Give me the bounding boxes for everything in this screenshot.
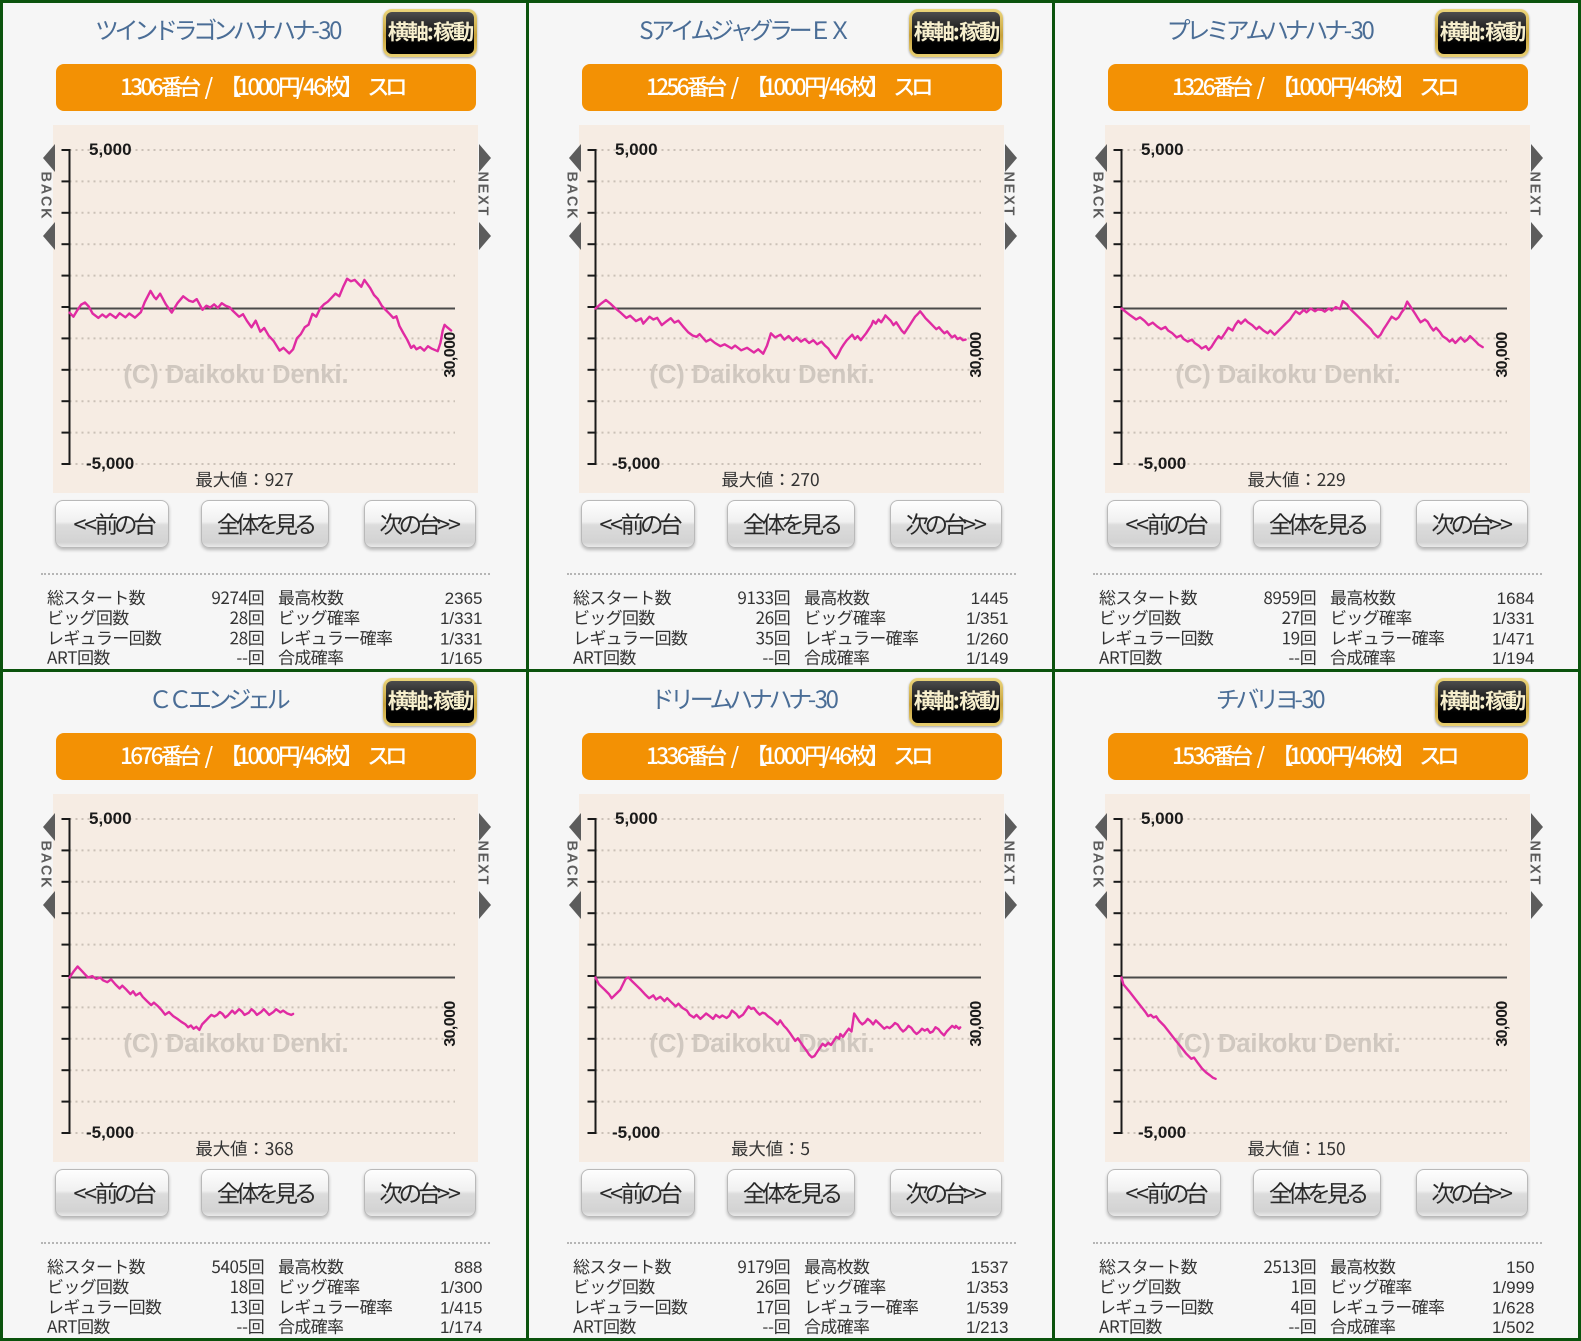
svg-text:5,000: 5,000 (89, 809, 132, 828)
svg-text:1/999: 1/999 (1492, 1278, 1535, 1297)
svg-text:(C) Daikoku Denki.: (C) Daikoku Denki. (649, 361, 874, 389)
svg-text:5,000: 5,000 (1141, 809, 1184, 828)
svg-text:30,000: 30,000 (442, 1001, 459, 1047)
svg-text:888: 888 (454, 1258, 482, 1277)
svg-text:1/194: 1/194 (1492, 649, 1535, 668)
svg-text:(C) Daikoku Denki.: (C) Daikoku Denki. (123, 1030, 348, 1058)
svg-text:1/471: 1/471 (1492, 629, 1535, 648)
svg-text:1/300: 1/300 (440, 1278, 483, 1297)
svg-text:30,000: 30,000 (1494, 1001, 1511, 1047)
svg-text:1/165: 1/165 (440, 649, 483, 668)
svg-text:1/331: 1/331 (440, 609, 483, 628)
svg-text:(C) Daikoku Denki.: (C) Daikoku Denki. (1175, 1030, 1400, 1058)
svg-text:30,000: 30,000 (968, 332, 985, 378)
svg-text:(C) Daikoku Denki.: (C) Daikoku Denki. (649, 1030, 874, 1058)
svg-text:1/351: 1/351 (966, 609, 1009, 628)
svg-text:1445: 1445 (971, 589, 1009, 608)
svg-text:1/213: 1/213 (966, 1318, 1009, 1337)
svg-text:1684: 1684 (1497, 589, 1535, 608)
svg-text:-5,000: -5,000 (1138, 1123, 1186, 1142)
svg-text:1/174: 1/174 (440, 1318, 483, 1337)
svg-text:(C) Daikoku Denki.: (C) Daikoku Denki. (123, 361, 348, 389)
svg-text:5,000: 5,000 (615, 140, 658, 159)
svg-text:1/149: 1/149 (966, 649, 1009, 668)
svg-text:-5,000: -5,000 (1138, 454, 1186, 473)
svg-text:1/260: 1/260 (966, 629, 1009, 648)
svg-text:1/331: 1/331 (440, 629, 483, 648)
svg-text:1/502: 1/502 (1492, 1318, 1535, 1337)
svg-text:5,000: 5,000 (1141, 140, 1184, 159)
svg-text:30,000: 30,000 (1494, 332, 1511, 378)
svg-text:1537: 1537 (971, 1258, 1009, 1277)
svg-text:30,000: 30,000 (442, 332, 459, 378)
svg-text:-5,000: -5,000 (612, 1123, 660, 1142)
svg-text:150: 150 (1506, 1258, 1534, 1277)
svg-text:1/628: 1/628 (1492, 1298, 1535, 1317)
svg-text:5,000: 5,000 (89, 140, 132, 159)
svg-text:30,000: 30,000 (968, 1001, 985, 1047)
svg-text:1/353: 1/353 (966, 1278, 1009, 1297)
svg-text:-5,000: -5,000 (86, 454, 134, 473)
svg-text:1/415: 1/415 (440, 1298, 483, 1317)
svg-text:5,000: 5,000 (615, 809, 658, 828)
svg-text:1/331: 1/331 (1492, 609, 1535, 628)
svg-text:-5,000: -5,000 (86, 1123, 134, 1142)
svg-text:2365: 2365 (445, 589, 483, 608)
svg-text:(C) Daikoku Denki.: (C) Daikoku Denki. (1175, 361, 1400, 389)
svg-text:1/539: 1/539 (966, 1298, 1009, 1317)
svg-text:-5,000: -5,000 (612, 454, 660, 473)
